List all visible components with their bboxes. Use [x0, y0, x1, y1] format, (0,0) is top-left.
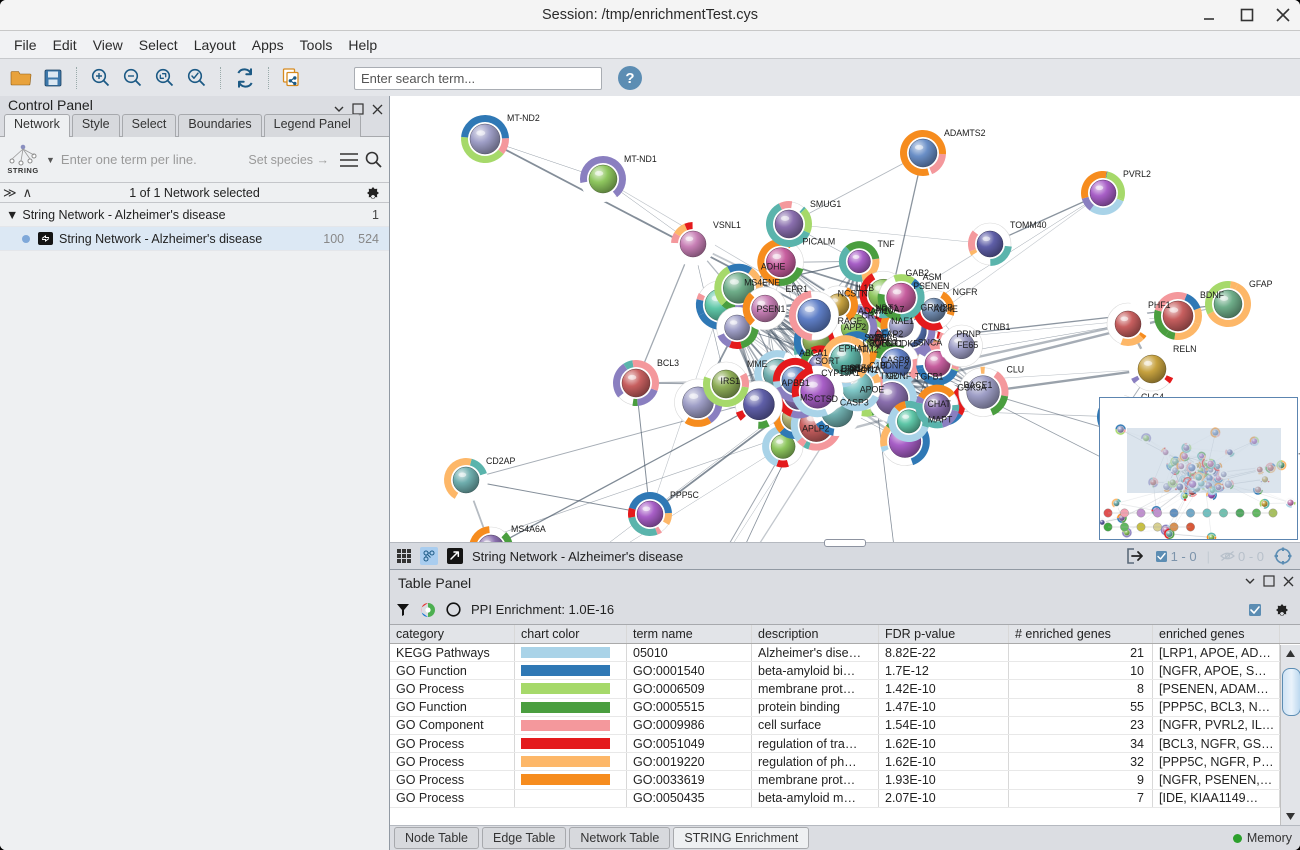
- svg-text:NDT1: NDT1: [875, 303, 898, 313]
- svg-text:APBB1: APBB1: [781, 378, 809, 388]
- svg-text:SNCA: SNCA: [918, 338, 943, 348]
- svg-text:RELN: RELN: [1173, 344, 1196, 354]
- svg-text:BDNF2: BDNF2: [880, 361, 909, 371]
- svg-text:MME: MME: [747, 359, 768, 369]
- svg-text:GFAP: GFAP: [1249, 279, 1273, 289]
- svg-text:APOE: APOE: [860, 385, 885, 395]
- svg-text:GSK3A: GSK3A: [957, 383, 986, 393]
- svg-text:PVRL2: PVRL2: [1123, 169, 1151, 179]
- svg-text:ADHE: ADHE: [761, 262, 786, 272]
- svg-text:PSEN1: PSEN1: [757, 304, 786, 314]
- svg-text:BIN1: BIN1: [841, 364, 861, 374]
- svg-text:CASP3: CASP3: [840, 397, 869, 407]
- svg-text:EPHA1: EPHA1: [839, 343, 868, 353]
- svg-text:PRNP: PRNP: [956, 329, 981, 339]
- svg-text:MAPT: MAPT: [928, 415, 953, 425]
- svg-text:EFR1: EFR1: [786, 284, 809, 294]
- svg-text:SMUG1: SMUG1: [810, 199, 841, 209]
- svg-text:TOMM40: TOMM40: [1010, 220, 1047, 230]
- svg-text:ASM: ASM: [923, 272, 942, 282]
- svg-text:TGFB1: TGFB1: [915, 371, 943, 381]
- svg-text:SORT: SORT: [815, 356, 840, 366]
- svg-text:CTNB1: CTNB1: [982, 322, 1011, 332]
- svg-text:VDEL: VDEL: [868, 333, 891, 343]
- svg-text:TNF: TNF: [878, 239, 896, 249]
- svg-text:NCSTN: NCSTN: [838, 288, 868, 298]
- svg-text:CHAT: CHAT: [928, 399, 952, 409]
- svg-text:PHF1: PHF1: [1148, 300, 1171, 310]
- svg-text:RAGE: RAGE: [838, 316, 863, 326]
- svg-text:MT-ND2: MT-ND2: [507, 113, 540, 123]
- svg-text:MS: MS: [800, 393, 813, 403]
- svg-text:PICALM: PICALM: [803, 237, 836, 247]
- svg-text:PSENEN: PSENEN: [913, 281, 949, 291]
- svg-text:BDNF: BDNF: [1200, 290, 1225, 300]
- svg-text:FE65: FE65: [957, 340, 978, 350]
- svg-text:CD2AP: CD2AP: [486, 456, 515, 466]
- svg-text:MS4ENE: MS4ENE: [744, 278, 780, 288]
- svg-text:GDNF: GDNF: [886, 371, 912, 381]
- svg-text:CLU: CLU: [1007, 365, 1025, 375]
- svg-text:APLP2: APLP2: [802, 424, 829, 434]
- svg-text:MT-ND1: MT-ND1: [624, 154, 657, 164]
- svg-text:MS4A6A: MS4A6A: [511, 524, 546, 534]
- svg-text:ADAMTS2: ADAMTS2: [944, 128, 986, 138]
- svg-text:VSNL1: VSNL1: [713, 220, 741, 230]
- svg-text:CTSD: CTSD: [814, 394, 838, 404]
- svg-text:PPP5C: PPP5C: [670, 490, 699, 500]
- svg-text:NAE1: NAE1: [891, 316, 914, 326]
- svg-text:GRIN2B: GRIN2B: [920, 303, 953, 313]
- svg-text:NGFR: NGFR: [953, 287, 978, 297]
- svg-text:IRS1: IRS1: [721, 376, 741, 386]
- svg-text:BCL3: BCL3: [657, 358, 679, 368]
